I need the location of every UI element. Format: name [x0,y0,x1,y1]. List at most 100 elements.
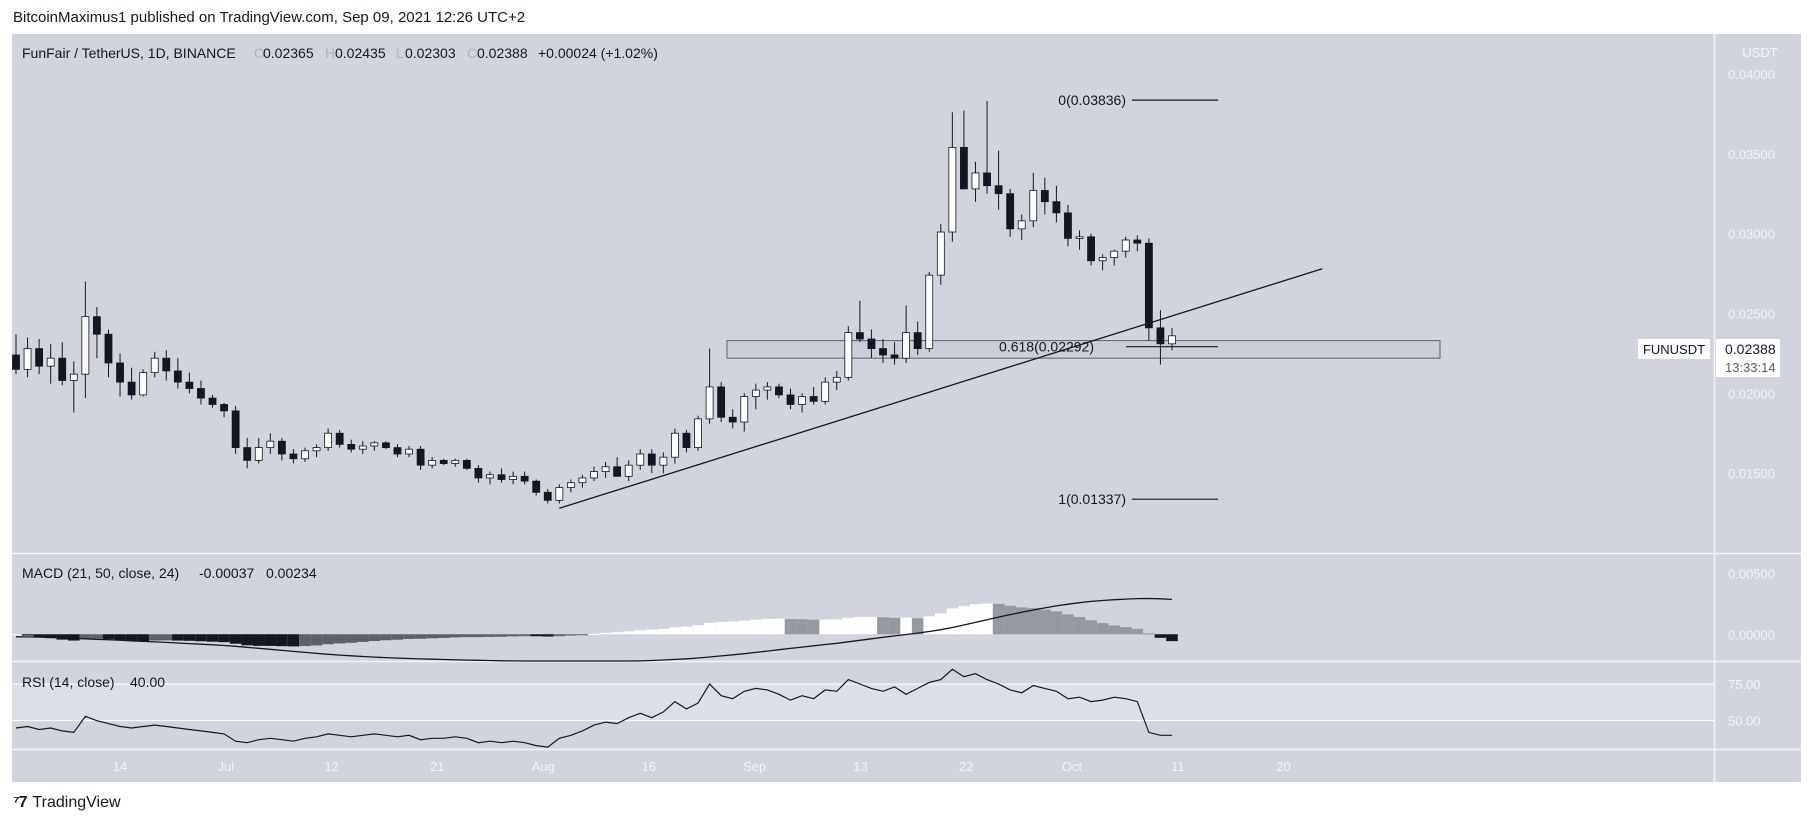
time-axis-ticks[interactable]: 14 Jul 12 21 Aug 16 Sep 13 22 Oct 11 20 [113,759,1291,774]
candle-body[interactable] [1087,236,1095,262]
candle-body[interactable] [23,348,32,370]
candle-body[interactable] [913,332,922,349]
candle-body[interactable] [532,480,541,493]
candle-body[interactable] [220,404,228,412]
candle-body[interactable] [1006,193,1015,230]
candle-body[interactable] [370,442,379,447]
candle-body[interactable] [69,373,78,381]
candle-body[interactable] [347,444,356,450]
candle-body[interactable] [416,448,425,466]
candle-body[interactable] [243,447,252,461]
candle-body[interactable] [451,459,460,464]
candle-body[interactable] [12,354,20,370]
candle-body[interactable] [277,440,286,455]
candle-body[interactable] [486,474,494,479]
candle-body[interactable] [694,418,702,449]
candle-body[interactable] [601,466,610,472]
footer-branding[interactable]: ⁷7 TradingView [13,794,121,812]
candle-body[interactable] [855,332,864,340]
candle-body[interactable] [497,474,506,480]
candle-body[interactable] [867,338,876,349]
candle-body[interactable] [1144,242,1153,329]
candle-body[interactable] [844,332,853,378]
candle-body[interactable] [960,146,968,190]
candle-body[interactable] [994,185,1003,195]
candle-body[interactable] [1098,257,1107,262]
candle-body[interactable] [81,316,90,375]
candle-body[interactable] [786,394,795,405]
candle-body[interactable] [925,274,934,349]
candle-body[interactable] [636,453,645,466]
candle-body[interactable] [1168,335,1176,345]
candle-body[interactable] [798,396,806,405]
candle-body[interactable] [809,396,818,402]
candle-body[interactable] [266,440,275,449]
candle-body[interactable] [35,348,44,367]
rsi-legend-label[interactable]: RSI (14, close) [22,674,115,690]
candle-body[interactable] [1064,212,1072,239]
candle-body[interactable] [1133,239,1142,244]
candle-body[interactable] [936,231,945,276]
candle-body[interactable] [254,447,263,461]
candle-body[interactable] [1052,201,1061,214]
time-axis-background[interactable] [12,750,1801,782]
candle-body[interactable] [104,333,113,364]
candle-body[interactable] [751,389,760,397]
candle-body[interactable] [659,456,668,466]
candle-body[interactable] [1075,236,1084,239]
candle-body[interactable] [520,475,529,482]
candle-body[interactable] [624,464,633,477]
candle-body[interactable] [324,432,333,449]
candle-body[interactable] [428,459,437,466]
candle-body[interactable] [613,466,622,477]
candle-body[interactable] [462,459,471,469]
candle-body[interactable] [382,442,390,449]
candle-body[interactable] [405,448,413,455]
candle-body[interactable] [231,410,240,449]
candle-body[interactable] [555,487,564,501]
candle-body[interactable] [185,381,194,389]
price-axis-background[interactable] [1714,34,1801,750]
candle-body[interactable] [393,447,402,455]
candle-body[interactable] [763,386,772,391]
candle-body[interactable] [671,432,679,458]
candle-body[interactable] [173,370,182,383]
candle-body[interactable] [948,146,957,233]
price-pane-background[interactable] [12,34,1714,553]
macd-legend-label[interactable]: MACD (21, 50, close, 24) [22,565,179,581]
candle-body[interactable] [150,357,159,373]
candle-body[interactable] [879,348,887,356]
candle-body[interactable] [1040,190,1049,203]
candle-body[interactable] [358,445,367,450]
price-axis-ticks[interactable]: 0.04000 0.03500 0.03000 0.02500 0.02000 0.015… [1728,67,1775,481]
candle-body[interactable] [335,432,344,445]
candle-body[interactable] [890,354,899,359]
candle-body[interactable] [289,453,298,460]
candle-body[interactable] [590,471,598,479]
candle-body[interactable] [740,396,749,423]
candle-body[interactable] [197,388,205,399]
candle-body[interactable] [543,491,552,501]
candle-body[interactable] [162,357,171,372]
candle-body[interactable] [682,432,691,449]
ascending-trendline[interactable] [559,268,1323,509]
candle-body[interactable] [647,453,656,466]
candle-body[interactable] [705,386,714,420]
candle-body[interactable] [1121,239,1130,252]
candle-body[interactable] [46,357,55,367]
candle-body[interactable] [116,362,124,383]
candle-body[interactable] [971,172,980,190]
rsi-axis-ticks[interactable]: 75.00 50.00 [1728,677,1761,729]
candle-body[interactable] [474,467,483,479]
candle-body[interactable] [566,482,575,488]
candle-body[interactable] [728,416,737,423]
candle-body[interactable] [717,386,726,418]
candle-body[interactable] [832,376,841,383]
candle-body[interactable] [139,372,148,396]
candle-body[interactable] [439,459,448,464]
candle-body[interactable] [902,332,911,359]
symbol-legend[interactable]: FunFair / TetherUS, 1D, BINANCE [22,45,236,61]
candle-body[interactable] [1156,327,1165,345]
candle-body[interactable] [93,316,101,335]
